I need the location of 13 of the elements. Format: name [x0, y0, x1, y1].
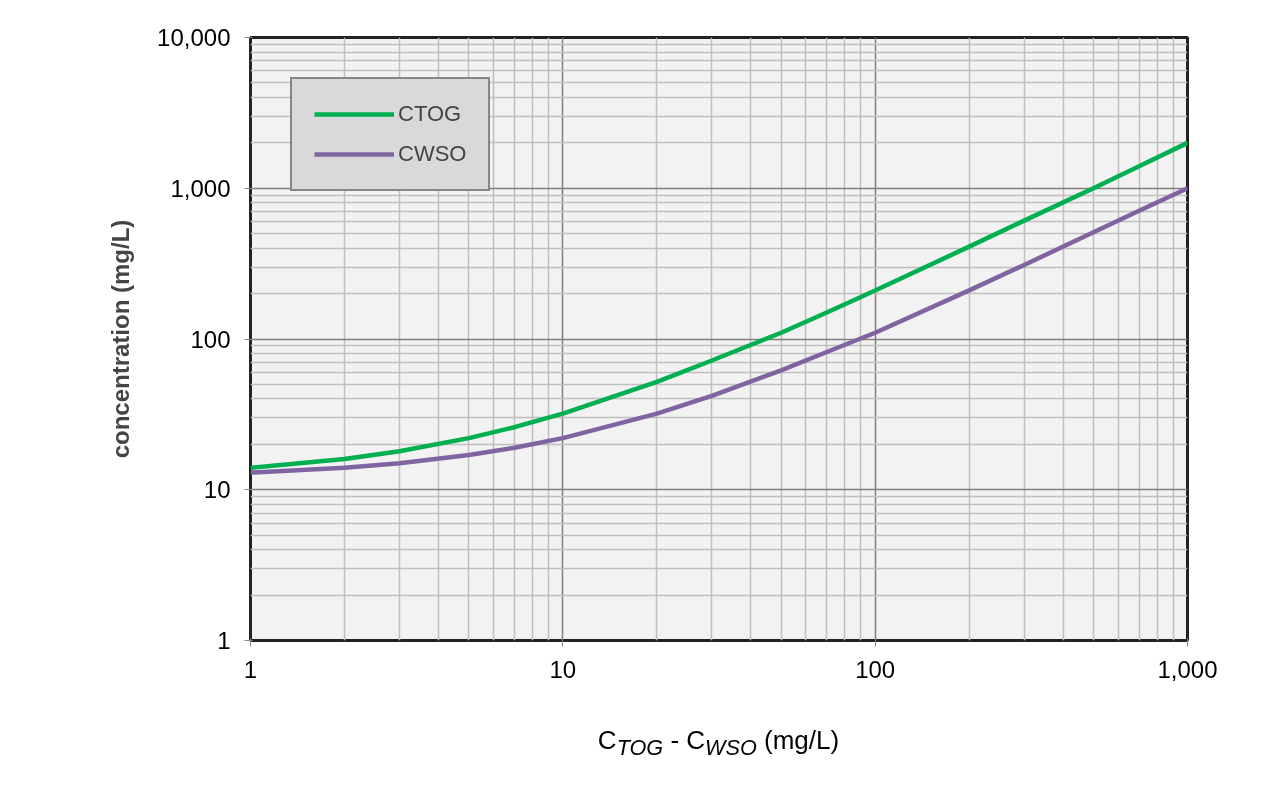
x-tick-label: 1,000 — [1157, 655, 1218, 683]
x-tick-label: 1 — [243, 655, 258, 683]
x-tick-label: 100 — [855, 655, 896, 683]
y-tick-label: 1 — [217, 627, 231, 654]
x-tick-label: 10 — [549, 655, 577, 683]
y-tick-label: 100 — [190, 325, 231, 353]
y-tick-label: 1,000 — [170, 174, 231, 202]
legend-label: CWSO — [398, 141, 467, 167]
legend-label: CTOG — [398, 101, 462, 127]
y-tick-label: 10 — [203, 476, 231, 504]
y-axis-title: concentration (mg/L) — [107, 219, 135, 459]
x-axis-title: C$_{TOG}$ - C$_{WSO}$ (mg/L) — [597, 724, 840, 763]
y-tick-label: 10,000 — [157, 24, 231, 51]
